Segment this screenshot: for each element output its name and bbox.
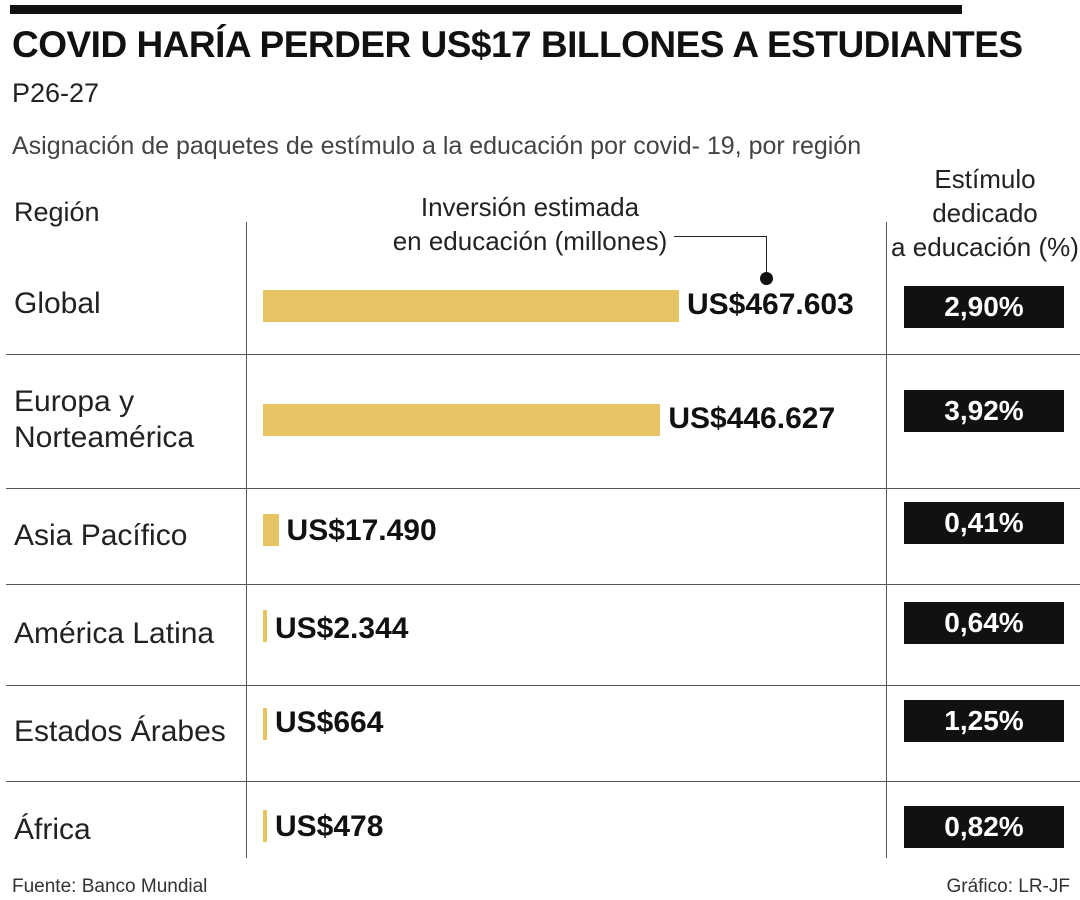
source-note: Fuente: Banco Mundial [12,876,208,897]
row-divider [6,354,1080,355]
investment-header-line2: en educación (millones) [392,226,668,256]
bar-value-label: US$17.490 [286,514,437,547]
bar-africa [263,810,267,842]
percent-badge: 0,41% [904,502,1064,544]
leader-line-horizontal [674,236,767,237]
bar-value-label: US$2.344 [275,612,409,645]
chart-title: COVID HARÍA PERDER US$17 BILLONES A ESTU… [12,24,1023,65]
bar-global [263,290,679,322]
bar-asia-pacifico [263,514,279,546]
region-column-header: Región [14,197,100,227]
investment-header-line1: Inversión estimada [420,192,640,222]
region-label: Estados Árabes [14,715,226,748]
region-label: Asia Pacífico [14,519,188,552]
top-rule [10,5,962,14]
row-divider [6,781,1080,782]
bar-europa-norteamerica [263,404,661,436]
leader-dot-icon [760,272,773,285]
leader-line-vertical [766,236,767,276]
region-label: África [14,813,91,846]
percent-badge: 0,82% [904,806,1064,848]
bar-value-label: US$478 [275,810,384,843]
percent-badge: 2,90% [904,286,1064,328]
bar-estados-arabes [263,708,267,740]
percent-badge: 1,25% [904,700,1064,742]
bar-america-latina [263,610,267,642]
stimulus-header-line3: a educación (%) [891,232,1079,262]
page-reference: P26-27 [12,78,100,108]
investment-column-header: Inversión estimada en educación (millone… [380,190,680,258]
percent-column-divider [886,222,887,858]
row-divider [6,488,1080,489]
row-divider [6,584,1080,585]
region-label: Global [14,287,101,320]
percent-badge: 0,64% [904,602,1064,644]
stimulus-header-line1: Estímulo [934,164,1036,194]
graphic-credit: Gráfico: LR-JF [946,876,1070,897]
row-divider [6,685,1080,686]
region-label: América Latina [14,617,215,650]
percent-badge: 3,92% [904,390,1064,432]
region-label: Europa y Norteamérica [14,385,195,454]
chart-subtitle: Asignación de paquetes de estímulo a la … [12,132,862,160]
stimulus-column-header: Estímulo dedicado a educación (%) [890,162,1080,264]
bar-value-label: US$446.627 [668,402,836,435]
bar-value-label: US$664 [275,706,384,739]
stimulus-header-line2: dedicado [932,198,1038,228]
bar-value-label: US$467.603 [687,288,854,321]
bar-column-divider [246,222,247,858]
